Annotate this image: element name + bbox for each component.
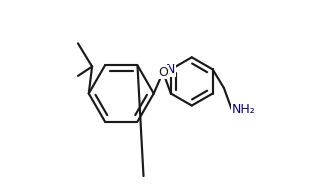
Text: N: N bbox=[166, 63, 176, 76]
Text: O: O bbox=[158, 66, 168, 79]
Text: NH₂: NH₂ bbox=[232, 103, 256, 116]
